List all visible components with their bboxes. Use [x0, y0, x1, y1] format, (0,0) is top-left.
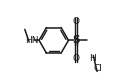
- Text: S: S: [72, 35, 80, 45]
- Text: O: O: [73, 54, 79, 63]
- Text: O: O: [73, 17, 79, 26]
- Text: HN: HN: [25, 36, 38, 45]
- Text: H: H: [89, 54, 96, 63]
- Text: Cl: Cl: [94, 64, 103, 73]
